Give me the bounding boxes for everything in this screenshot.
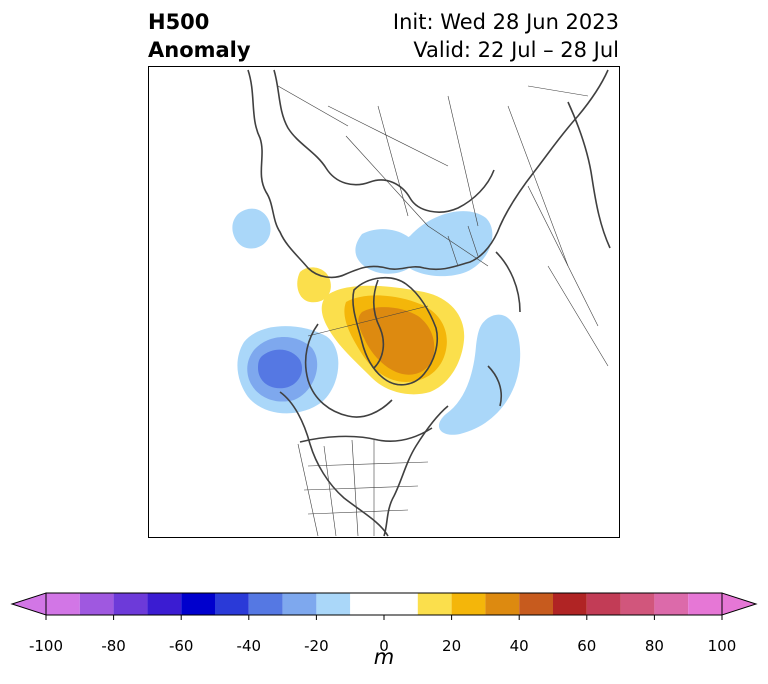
colorbar-segment (519, 593, 553, 615)
colorbar-segment (350, 593, 418, 615)
colorbar-tick-label: 20 (442, 637, 462, 655)
colorbar-segment (620, 593, 655, 615)
colorbar-segment (147, 593, 182, 615)
colorbar-segment (417, 593, 452, 615)
colorbar-tick-label: -40 (236, 637, 262, 655)
valid-range-label: Valid: 22 Jul – 28 Jul (413, 38, 619, 62)
colorbar (0, 585, 768, 625)
title-line-1: H500 (148, 10, 210, 34)
colorbar-segment (316, 593, 351, 615)
colorbar-tick-label: 40 (509, 637, 529, 655)
colorbar-segment (654, 593, 689, 615)
colorbar-segment (485, 593, 520, 615)
colorbar-segment (215, 593, 249, 615)
colorbar-segment (282, 593, 317, 615)
colorbar-tick-label: 80 (644, 637, 664, 655)
colorbar-segment (79, 593, 114, 615)
colorbar-segment (451, 593, 486, 615)
colorbar-segment (688, 593, 722, 615)
init-date-label: Init: Wed 28 Jun 2023 (392, 10, 619, 34)
colorbar-under-arrow (10, 592, 47, 616)
anomaly-map (148, 66, 620, 538)
colorbar-segment (113, 593, 148, 615)
colorbar-tick-label: 60 (577, 637, 597, 655)
chart-title: H500 Anomaly (148, 8, 251, 64)
colorbar-tick-label: -20 (304, 637, 329, 655)
coastlines (247, 69, 611, 537)
negative-anomaly-shading (232, 208, 521, 435)
colorbar-segment (553, 593, 587, 615)
colorbar-tick-label: -100 (28, 637, 64, 655)
colorbar-tick-label: -80 (101, 637, 126, 655)
colorbar-unit-label: m (373, 645, 395, 669)
colorbar-segment (46, 593, 80, 615)
colorbar-ticks: -100 -80 -60 -40 -20 0 20 40 60 80 100 (0, 625, 768, 655)
colorbar-segment (248, 593, 283, 615)
political-borders (277, 85, 609, 537)
colorbar-segment (181, 593, 215, 615)
date-info: Init: Wed 28 Jun 2023 Valid: 22 Jul – 28… (393, 8, 619, 64)
colorbar-tick-label: 100 (707, 637, 737, 655)
colorbar-tick-label: 0 (379, 637, 389, 655)
map-border (148, 66, 620, 538)
title-line-2: Anomaly (148, 38, 251, 62)
colorbar-tick-label: -60 (168, 637, 194, 655)
colorbar-over-arrow (721, 592, 758, 616)
colorbar-segment (586, 593, 621, 615)
